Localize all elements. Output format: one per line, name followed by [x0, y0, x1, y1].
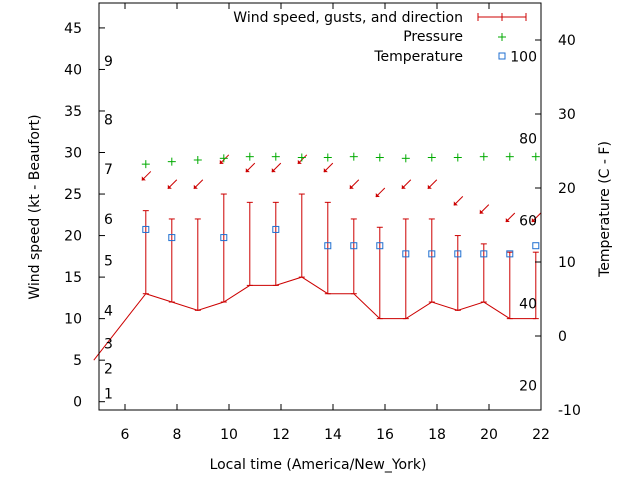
wind-direction-arrow [323, 162, 334, 173]
temperature-point [220, 234, 228, 242]
x-tick-label: 12 [272, 427, 290, 443]
temperature-point [454, 250, 462, 258]
y-left-tick-label: 5 [73, 353, 82, 369]
beaufort-label: 9 [104, 54, 113, 70]
y-right-tick-label: 10 [558, 255, 576, 271]
y-left-tick-label: 15 [64, 270, 82, 286]
x-tick-label: 14 [324, 427, 342, 443]
pressure-point [323, 153, 332, 162]
legend-label-pressure: Pressure [403, 29, 463, 45]
legend: Wind speed, gusts, and direction Pressur… [233, 10, 527, 65]
legend-swatch-pressure [498, 33, 506, 41]
y-right-tick-label: -10 [558, 403, 581, 419]
beaufort-label: 6 [104, 212, 113, 228]
temperature-point [402, 250, 410, 258]
plot-frame [98, 2, 542, 411]
pressure-point [193, 155, 202, 164]
temperature-point [428, 250, 436, 258]
wind-direction-arrow [375, 187, 386, 198]
beaufort-label: 5 [104, 253, 113, 269]
legend-swatch-temperature [498, 52, 506, 60]
wind-direction-arrow [505, 212, 516, 223]
temperature-point [376, 242, 384, 250]
y-left-tick-label: 0 [73, 395, 82, 411]
legend-swatch-wind [477, 13, 527, 21]
y-right-tick-label: 0 [558, 329, 567, 345]
pressure-point [479, 152, 488, 161]
y-left-tick-label: 45 [64, 21, 82, 37]
fahrenheit-label: 40 [519, 296, 537, 312]
temperature-point [142, 225, 150, 233]
y-axis-title-right: Temperature (C - F) [597, 141, 613, 278]
pressure-point [531, 152, 540, 161]
y-right-tick-label: 40 [558, 33, 576, 49]
x-tick-label: 18 [428, 427, 446, 443]
fahrenheit-label: 80 [519, 131, 537, 147]
wind-direction-arrow [427, 179, 438, 190]
beaufort-label: 3 [104, 337, 113, 353]
temperature-point [480, 250, 488, 258]
fahrenheit-label: 20 [519, 379, 537, 395]
wind-direction-arrow [271, 162, 282, 173]
y-left-tick-label: 20 [64, 229, 82, 245]
wind-speed-line [93, 276, 536, 361]
pressure-point [375, 153, 384, 162]
x-tick-label: 22 [532, 427, 550, 443]
wind-direction-arrow [401, 179, 412, 190]
beaufort-label: 2 [104, 361, 113, 377]
pressure-point [453, 153, 462, 162]
temperature-point [532, 242, 540, 250]
pressure-point [219, 154, 228, 163]
pressure-point [167, 157, 176, 166]
x-tick-label: 8 [173, 427, 182, 443]
wind-direction-arrow [349, 179, 360, 190]
temperature-point [506, 250, 514, 258]
wind-direction-arrow [193, 179, 204, 190]
legend-label-wind: Wind speed, gusts, and direction [233, 10, 463, 26]
wind-direction-arrow [141, 171, 152, 181]
x-tick-label: 20 [480, 427, 498, 443]
pressure-point [349, 152, 358, 161]
beaufort-label: 7 [104, 162, 113, 178]
y-left-tick-label: 10 [64, 312, 82, 328]
beaufort-label: 4 [104, 303, 113, 319]
temperature-point [350, 242, 358, 250]
temperature-point [168, 234, 176, 242]
pressure-point [141, 160, 150, 169]
fahrenheit-label: 100 [510, 49, 537, 65]
pressure-point [297, 153, 306, 162]
pressure-point [245, 152, 254, 161]
pressure-point [401, 154, 410, 163]
y-left-tick-label: 30 [64, 146, 82, 162]
x-tick-label: 10 [220, 427, 238, 443]
pressure-point [505, 152, 514, 161]
y-right-tick-label: 30 [558, 107, 576, 123]
x-tick-label: 6 [121, 427, 130, 443]
x-tick-label: 16 [376, 427, 394, 443]
wind-direction-arrow [531, 212, 542, 223]
y-left-tick-label: 35 [64, 104, 82, 120]
fahrenheit-label: 60 [519, 214, 537, 230]
wind-direction-arrow [453, 195, 464, 206]
y-left-tick-label: 25 [64, 187, 82, 203]
wind-direction-arrow [245, 162, 256, 173]
beaufort-label: 8 [104, 112, 113, 128]
y-left-tick-label: 40 [64, 62, 82, 78]
wind-direction-arrow [167, 179, 178, 190]
x-axis-title: Local time (America/New_York) [210, 457, 427, 473]
temperature-point [324, 242, 332, 250]
wind-direction-arrow [479, 204, 490, 215]
legend-label-temperature: Temperature [373, 49, 463, 65]
pressure-point [427, 153, 436, 162]
pressure-point [271, 152, 280, 161]
temperature-point [272, 225, 280, 233]
y-right-tick-label: 20 [558, 181, 576, 197]
beaufort-label: 1 [104, 386, 113, 402]
y-axis-title-left: Wind speed (kt - Beaufort) [27, 114, 43, 299]
